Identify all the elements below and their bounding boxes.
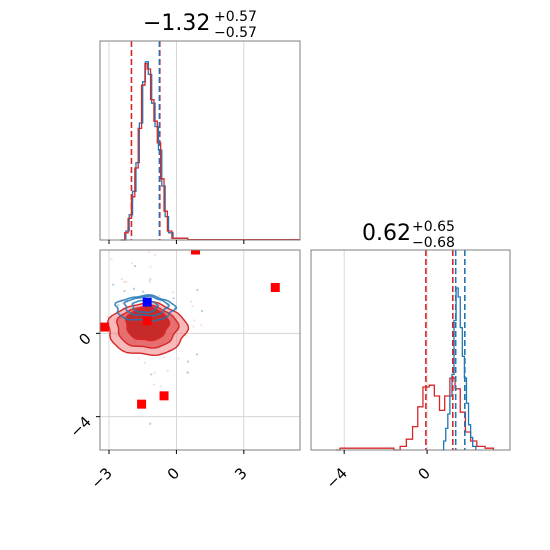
marginal-p2-panel: −4 0 [310,249,511,492]
joint-sample-point [192,325,195,328]
joint-sample-point [153,371,156,374]
joint-blue-contour [123,295,170,317]
marginal-p2-grid [343,250,428,450]
joint-frame [99,249,301,451]
joint-sample-point [148,250,151,253]
joint-sample-point [94,277,96,279]
marginal-p1-red-histogram [120,62,189,241]
joint-sample-point [149,422,152,425]
marginal-p1-frame [99,40,301,241]
joint-sample-point [123,290,126,293]
joint-sample-point [137,357,140,360]
joint-sample-point [177,357,180,360]
joint-sample-point [200,324,203,327]
marginal-p2-ticks: −4 0 [323,450,434,492]
title-p1: −1.32 +0.57 −0.57 [143,9,257,41]
marginal-p1-histograms [120,61,300,241]
joint-red-square [100,322,109,332]
joint-sample-point [134,265,137,268]
joint-sample-point [189,300,192,303]
marginal-p1-panel [99,40,301,244]
joint-sample-point [122,280,125,283]
marginal-p2-red-histogram [335,377,495,451]
marginal-p2-histograms [335,287,495,451]
joint-sample-point [93,372,95,374]
marginal-p2-tick-label: −4 [323,464,351,492]
title-p2-sub: −0.68 [412,235,455,251]
joint-sample-point [187,371,190,374]
joint-sample-point [184,245,186,247]
title-p1-value: −1.32 [143,11,210,36]
joint-y-tick-label: −4 [66,413,94,441]
joint-sample-point [166,369,169,372]
joint-sample-point [125,280,128,283]
joint-sample-point [121,302,124,305]
joint-x-ticks: −3 0 3 [87,450,251,492]
joint-sample-point [172,297,175,300]
marginal-p1-ticks [108,240,245,244]
joint-sample-point [120,278,123,281]
joint-x-tick-label: −3 [87,464,115,492]
joint-sample-point [141,290,144,293]
joint-sample-point [159,300,162,303]
joint-red-square [159,391,169,401]
marginal-p1-grid [108,41,245,240]
joint-sample-point [159,385,162,388]
title-p2-value: 0.62 [362,221,411,246]
marginal-p2-quantile-lines [425,250,466,450]
joint-sample-point [191,305,194,308]
svg-text:−1.32: −1.32 [143,11,210,36]
title-p1-sup: +0.57 [214,9,257,25]
joint-blue-contour [114,293,178,322]
svg-text:0.62: 0.62 [362,221,411,246]
joint-sample-point [171,291,174,294]
joint-sample-point [131,262,134,265]
joint-red-square [270,283,280,292]
joint-sample-point [150,373,153,376]
joint-sample-point [166,305,169,308]
joint-sample-point [149,265,152,268]
joint-y-ticks: −4 0 [66,329,100,441]
marginal-p1-quantile-lines [130,41,161,240]
joint-sample-point [195,353,198,356]
joint-red-square [142,316,152,326]
joint-sample-point [154,254,157,257]
joint-sample-point [112,283,115,286]
joint-sample-point [162,356,165,359]
marginal-p2-blue-histogram [441,287,477,451]
title-p2-sup: +0.65 [412,219,455,235]
joint-red-square [137,399,147,409]
joint-sample-point [187,360,190,363]
joint-sample-point [110,258,113,261]
joint-sample-point [97,239,99,241]
title-p1-sub: −0.57 [214,25,257,41]
joint-sample-point [144,361,147,364]
joint-sample-point [149,277,152,280]
joint-y-tick-label: 0 [75,329,94,348]
joint-x-tick-label: 0 [164,464,183,483]
joint-sample-point [106,315,109,318]
joint-sample-point [193,319,196,322]
marginal-p2-frame [310,249,511,451]
joint-sample-point [184,334,187,337]
joint-sample-point [133,287,136,290]
joint-sample-point [201,310,204,313]
joint-grid [100,250,300,450]
joint-red-square [191,250,201,255]
joint-panel: −3 0 3 −4 0 [66,239,301,492]
joint-square-markers [100,250,280,409]
marginal-p2-tick-label: 0 [414,464,433,483]
joint-sample-point [173,307,176,310]
joint-sample-point [117,304,120,307]
title-p2: 0.62 +0.65 −0.68 [362,219,455,251]
joint-sample-point [186,371,189,374]
joint-sample-point [148,280,151,283]
joint-sample-point [148,279,151,282]
joint-x-tick-label: 3 [231,464,250,483]
joint-sample-point [196,288,199,291]
joint-blue-square [142,297,152,307]
joint-sample-point [158,294,161,297]
joint-sample-point [153,383,156,386]
